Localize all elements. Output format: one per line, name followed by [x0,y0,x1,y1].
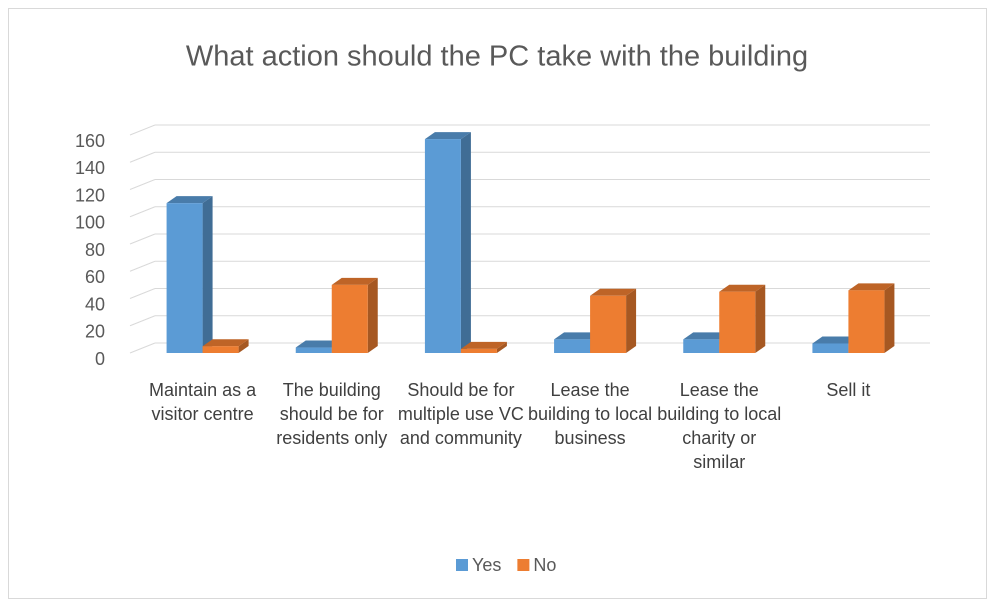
bar-top [166,196,213,204]
bar [460,348,497,353]
x-tick-label: The building should be for residents onl… [276,380,388,448]
bar-top [424,132,471,140]
grid-line-side [129,206,156,218]
bar-top [719,284,766,292]
bar [590,295,627,353]
legend-swatch [456,559,468,571]
bar-side [496,341,507,353]
bar [683,339,720,353]
legend-label: Yes [472,555,501,575]
y-tick-label: 80 [85,240,105,260]
bar-top [554,332,601,340]
bar [812,343,849,353]
chart-title: What action should the PC take with the … [186,41,808,73]
y-tick-label: 160 [75,131,105,151]
bar [424,139,461,353]
y-tick-label: 20 [85,322,105,342]
grid-line-side [129,260,156,272]
bar-top [590,288,637,296]
bar-top [331,277,378,285]
bar-top [683,332,730,340]
bar-side [238,339,249,353]
bar [554,339,591,353]
bar [848,290,885,353]
y-tick-label: 100 [75,213,105,233]
bar [331,284,368,353]
bar-side [884,283,895,353]
x-tick-label: Lease the building to local charity or s… [657,380,782,472]
bar [295,347,332,353]
frame [8,8,987,599]
bar-top [812,336,859,344]
bar-side [202,196,213,353]
y-tick-label: 0 [95,349,105,369]
bar-side [626,288,637,353]
grid-line-side [129,288,156,299]
bar [202,346,239,353]
grid-line-side [129,179,156,190]
y-tick-label: 40 [85,294,105,314]
bar-side [460,132,471,353]
bar-side [367,277,378,353]
bar-top [460,341,507,349]
x-tick-label: Should be for multiple use VC and commun… [397,380,524,448]
bar [719,291,756,353]
y-tick-label: 120 [75,185,105,205]
bar [166,203,203,353]
bar-side [755,284,766,353]
legend-swatch [517,559,530,571]
legend-label: No [533,555,556,575]
bar-top [202,339,249,347]
bar-top [295,340,342,348]
bar-top [848,283,895,291]
x-tick-label: Sell it [826,380,871,400]
x-tick-label: Maintain as a visitor centre [149,380,257,424]
y-tick-label: 140 [75,158,105,178]
grid-line-side [129,315,156,327]
grid-line-side [129,124,156,136]
x-tick-label: Lease the building to local business [528,380,653,448]
grid-line-side [129,342,156,354]
y-tick-label: 60 [85,267,105,287]
grid-line-side [129,233,156,245]
grid-line-side [129,151,156,163]
